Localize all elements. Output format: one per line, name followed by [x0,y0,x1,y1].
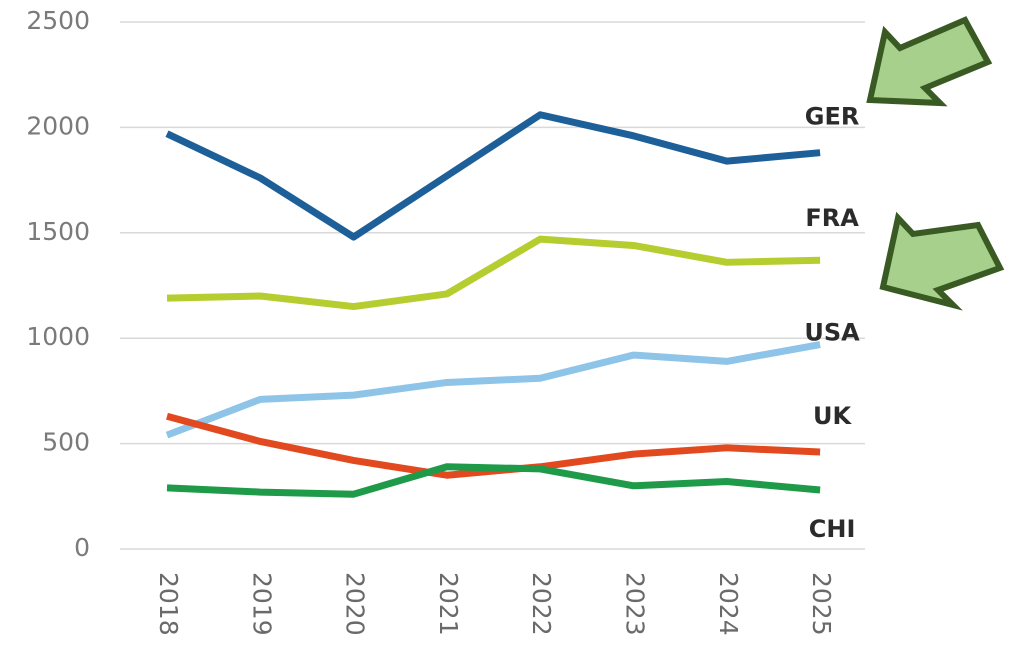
y-tick-label: 0 [74,533,90,562]
y-tick-label: 1500 [26,217,90,246]
series-label: CHI [809,515,856,543]
y-tick-label: 2000 [26,111,90,140]
plot: 0 500 1000 1500 2000 2500 2018 2019 2020 2021 2022… [26,6,865,636]
series-label: USA [804,319,860,347]
x-tick-label: 2023 [621,572,650,636]
x-tick-label: 2018 [154,572,183,636]
series-line [166,235,821,311]
x-tick-label: 2019 [247,572,276,636]
series-label: UK [813,402,852,430]
x-tick-label: 2021 [434,572,463,636]
x-tick-label: 2022 [527,572,556,636]
series-line [165,341,821,439]
series-line [166,463,821,498]
y-tick-label: 1000 [26,322,90,351]
series-label: FRA [805,204,859,232]
x-tick-label: 2025 [807,572,836,636]
series-line [165,111,821,241]
arrows [866,16,1005,311]
series-label: GER [805,103,860,131]
y-tick-label: 500 [42,428,90,457]
x-tick-label: 2024 [714,572,743,636]
y-tick-label: 2500 [26,6,90,35]
x-tick-label: 2020 [341,572,370,636]
arrow [866,16,993,107]
arrow [879,211,1005,311]
